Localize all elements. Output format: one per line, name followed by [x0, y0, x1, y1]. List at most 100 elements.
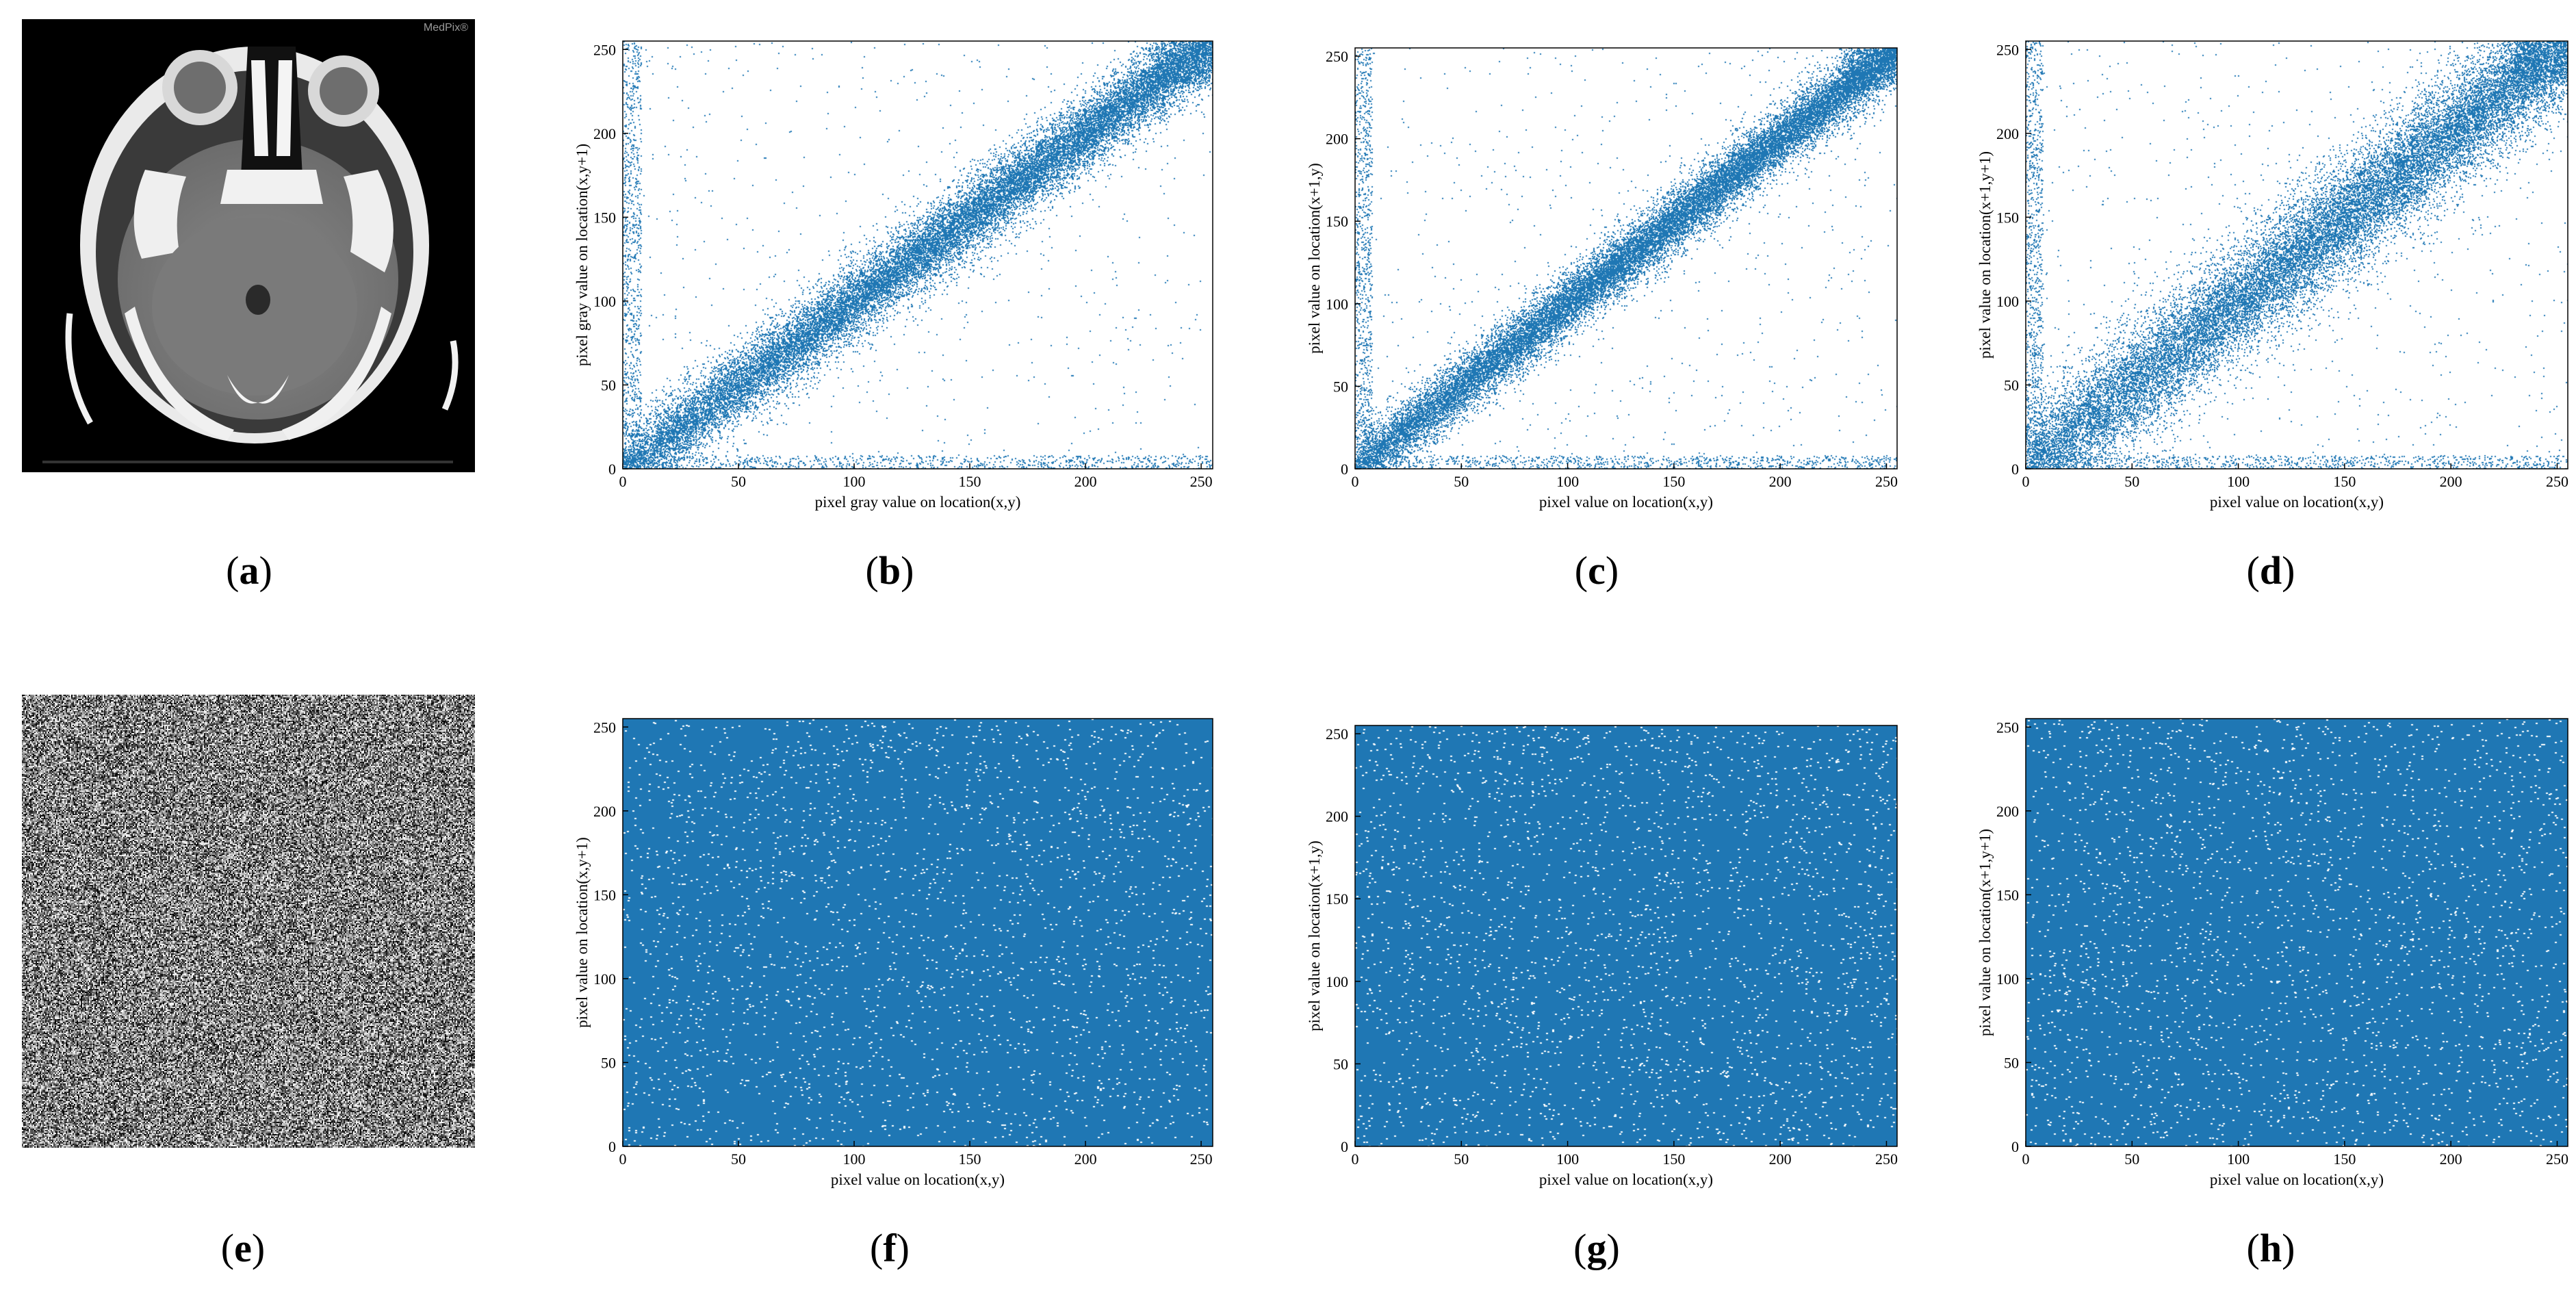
scatter-canvas-f	[623, 719, 1213, 1146]
x-axis-label-c: pixel value on location(x,y)	[1539, 493, 1713, 511]
y-tick-label-g: 200	[1326, 808, 1348, 825]
scatter-plot-f: 0 50 100 150 200 250 0 50 100 150 200 250 pixel valu…	[568, 705, 1218, 1198]
y-tick-label-g: 50	[1333, 1055, 1348, 1072]
y-axis-label-h: pixel value on location(x+1,y+1)	[1976, 829, 1994, 1036]
axes-frame-d	[2025, 40, 2568, 470]
scatter-canvas-g	[1355, 725, 1897, 1146]
scatter-points-g	[1355, 725, 1897, 1146]
panel-label-e: (e)	[220, 1226, 266, 1270]
y-tick-label-f: 100	[593, 970, 616, 988]
x-tick-label-b: 250	[1190, 473, 1213, 490]
x-tick-label-h: 150	[2333, 1150, 2356, 1168]
x-tick-label-g: 50	[1454, 1150, 1469, 1168]
scatter-plot-h: 0 50 100 150 200 250 0 50 100 150 200 250 pixel valu…	[1971, 705, 2573, 1198]
medpix-watermark: MedPix®	[423, 22, 468, 34]
y-tick-label-b: 50	[601, 376, 616, 394]
scatter-svg-g: 0 50 100 150 200 250 0 50 100 150 200 250 pixel valu…	[1306, 725, 1898, 1188]
y-tick-label-c: 200	[1326, 131, 1348, 148]
scatter-plot-g: 0 50 100 150 200 250 0 50 100 150 200 250 pixel valu…	[1300, 712, 1903, 1198]
x-tick-label-b: 50	[731, 473, 746, 490]
x-tick-label-d: 50	[2124, 473, 2139, 490]
scatter-canvas-d	[2026, 41, 2568, 469]
scatter-canvas-c	[1355, 48, 1897, 469]
x-tick-label-b: 0	[619, 473, 627, 490]
y-tick-label-f: 50	[601, 1054, 616, 1071]
scatter-svg-f: 0 50 100 150 200 250 0 50 100 150 200 250 pixel valu…	[574, 718, 1213, 1188]
panel-label-b: (b)	[865, 548, 914, 593]
axes-frame-g	[1354, 725, 1898, 1147]
y-tick-label-b: 100	[593, 293, 616, 310]
x-tick-label-g: 100	[1556, 1150, 1579, 1168]
panel-label-d: (d)	[2246, 548, 2295, 593]
scatter-points-c	[1355, 48, 1897, 469]
scatter-points-f	[623, 719, 1213, 1146]
x-tick-label-g: 200	[1769, 1150, 1792, 1168]
y-axis-label-g: pixel value on location(x+1,y)	[1306, 840, 1323, 1031]
x-tick-label-g: 150	[1662, 1150, 1685, 1168]
y-tick-label-g: 0	[1341, 1138, 1348, 1155]
axes-frame-b	[622, 40, 1213, 470]
x-tick-label-f: 0	[619, 1150, 627, 1168]
x-tick-label-f: 200	[1074, 1150, 1097, 1168]
x-tick-label-d: 0	[2022, 473, 2030, 490]
ct-brain-drawing	[42, 47, 459, 463]
x-tick-label-b: 150	[959, 473, 981, 490]
x-tick-label-f: 250	[1190, 1150, 1213, 1168]
x-tick-label-f: 100	[843, 1150, 866, 1168]
y-tick-label-b: 150	[593, 209, 616, 226]
encrypted-image	[22, 695, 475, 1148]
y-tick-label-h: 200	[1996, 803, 2019, 820]
x-tick-label-f: 150	[959, 1150, 981, 1168]
x-axis-label-f: pixel value on location(x,y)	[831, 1171, 1005, 1188]
y-tick-label-d: 200	[1996, 125, 2019, 142]
x-axis-label-d: pixel value on location(x,y)	[2210, 493, 2384, 511]
x-tick-label-h: 0	[2022, 1150, 2030, 1168]
x-tick-label-c: 0	[1352, 473, 1359, 490]
x-tick-label-c: 250	[1875, 473, 1898, 490]
y-tick-label-f: 250	[593, 719, 616, 736]
y-tick-label-c: 100	[1326, 296, 1348, 313]
scatter-canvas-h	[2026, 719, 2568, 1146]
y-tick-label-c: 150	[1326, 213, 1348, 230]
y-tick-label-h: 100	[1996, 970, 2019, 988]
x-tick-label-d: 250	[2546, 473, 2568, 490]
x-tick-label-b: 200	[1074, 473, 1097, 490]
y-tick-label-d: 0	[2011, 461, 2019, 478]
scatter-points-h	[2026, 719, 2568, 1146]
scatter-svg-b: 0 50 100 150 200 250 0 50 100 150 200 250 pixel gray…	[574, 40, 1213, 511]
y-axis-label-b: pixel gray value on location(x,y+1)	[574, 144, 591, 366]
y-tick-label-d: 250	[1996, 41, 2019, 58]
y-tick-label-h: 0	[2011, 1138, 2019, 1155]
y-tick-label-h: 150	[1996, 886, 2019, 903]
y-tick-label-g: 150	[1326, 890, 1348, 908]
y-tick-label-d: 150	[1996, 209, 2019, 226]
x-tick-label-d: 150	[2333, 473, 2356, 490]
x-tick-label-g: 250	[1875, 1150, 1898, 1168]
y-tick-label-h: 50	[2004, 1054, 2019, 1071]
y-axis-label-d: pixel value on location(x+1,y+1)	[1976, 151, 1994, 359]
y-tick-label-b: 0	[608, 461, 616, 478]
axes-frame-c	[1354, 47, 1898, 470]
y-tick-label-f: 0	[608, 1138, 616, 1155]
scatter-plot-d: 0 50 100 150 200 250 0 50 100 150 200 250 pixel valu…	[1971, 27, 2573, 520]
x-tick-label-c: 100	[1556, 473, 1579, 490]
scatter-plot-c: 0 50 100 150 200 250 0 50 100 150 200 250 pixel valu…	[1300, 34, 1903, 520]
y-tick-label-g: 100	[1326, 973, 1348, 990]
scatter-svg-h: 0 50 100 150 200 250 0 50 100 150 200 250 pixel valu…	[1976, 718, 2568, 1188]
x-tick-label-h: 250	[2546, 1150, 2568, 1168]
ct-brain-image: MedPix®	[22, 19, 475, 472]
axes-frame-f	[622, 718, 1213, 1147]
scatter-plot-b: 0 50 100 150 200 250 0 50 100 150 200 250 pixel gray…	[568, 27, 1218, 520]
x-tick-label-c: 150	[1662, 473, 1685, 490]
y-axis-label-c: pixel value on location(x+1,y)	[1306, 163, 1323, 354]
x-tick-label-b: 100	[843, 473, 866, 490]
scatter-points-b	[623, 41, 1213, 469]
panel-label-g: (g)	[1573, 1226, 1620, 1270]
x-tick-label-c: 200	[1769, 473, 1792, 490]
y-tick-label-c: 0	[1341, 461, 1348, 478]
scatter-points-d	[2026, 41, 2568, 469]
y-tick-label-d: 50	[2004, 376, 2019, 394]
x-tick-label-h: 50	[2124, 1150, 2139, 1168]
x-tick-label-d: 100	[2227, 473, 2250, 490]
encrypted-noise-canvas	[22, 695, 475, 1148]
